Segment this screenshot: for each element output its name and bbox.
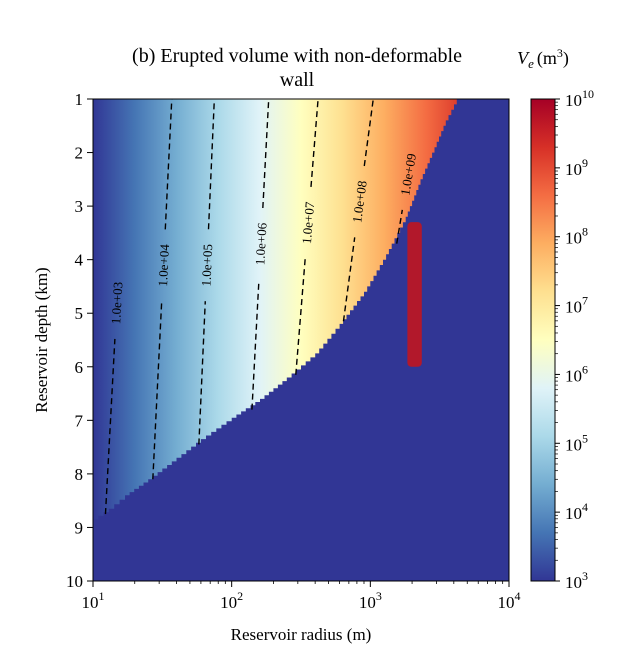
x-axis-label: Reservoir radius (m): [231, 625, 372, 644]
colorbar-tick-label: 104: [565, 500, 588, 523]
colorbar-gradient: [531, 99, 555, 581]
colorbar-tick-label: 107: [565, 294, 588, 317]
contour-5: 1.0e+08: [342, 99, 374, 322]
x-tick-label: 101: [82, 589, 105, 612]
contour-line-segment: [363, 99, 374, 167]
colorbar-label: Ve (m3): [517, 46, 569, 71]
contour-line-segment: [198, 301, 206, 445]
y-tick-label: 2: [75, 144, 84, 163]
contour-1: 1.0e+04: [152, 99, 173, 480]
x-axis-ticks: 101 102 103 104: [82, 581, 521, 612]
isolated-eruption-region: [407, 222, 422, 367]
y-tick-label: 3: [75, 197, 84, 216]
colorbar-tick-label: 105: [565, 431, 588, 454]
colorbar-tick-label: 103: [565, 569, 588, 592]
y-tick-label: 9: [75, 518, 84, 537]
colorbar-tick-label: 108: [565, 225, 588, 248]
y-tick-label: 8: [75, 465, 84, 484]
contour-label: 1.0e+09: [397, 152, 419, 196]
colorbar: 1010 109 108 107 106 105 104 103 Ve (m3): [517, 46, 594, 592]
contour-3: 1.0e+06: [251, 99, 270, 410]
no-eruption-region: [93, 99, 509, 581]
contour-label: 1.0e+06: [252, 222, 269, 266]
colorbar-tick-label: 109: [565, 156, 588, 179]
x-tick-label: 103: [359, 589, 382, 612]
x-tick-label: 102: [220, 589, 243, 612]
contour-line-segment: [262, 99, 270, 209]
contour-line-segment: [207, 99, 216, 230]
y-tick-label: 7: [75, 411, 84, 430]
contour-line-segment: [310, 99, 319, 187]
y-tick-label: 6: [75, 358, 84, 377]
heatmap-area: 1.0e+03 1.0e+04 1.0e+05 1.0e+06 1.0e+07 1.0e+…: [93, 99, 509, 581]
y-tick-label: 10: [66, 572, 83, 591]
plot-frame: [92, 98, 510, 582]
chart-title-line-2: wall: [280, 69, 315, 91]
y-axis-label: Reservoir depth (km): [32, 267, 51, 412]
contour-line-segment: [342, 237, 356, 322]
contour-4: 1.0e+07: [295, 99, 319, 375]
contour-lines: 1.0e+03 1.0e+04 1.0e+05 1.0e+06 1.0e+07 1.0e+…: [104, 99, 419, 515]
y-tick-label: 1: [75, 90, 84, 109]
contour-label: 1.0e+03: [108, 281, 125, 324]
contour-2: 1.0e+05: [198, 99, 216, 445]
contour-label: 1.0e+08: [349, 180, 369, 224]
colorbar-ticks: 1010 109 108 107 106 105 104 103: [555, 87, 594, 592]
y-tick-label: 5: [75, 304, 84, 323]
colorbar-tick-label: 1010: [565, 87, 594, 110]
chart-title-line-1: (b) Erupted volume with non-deformable: [132, 45, 462, 67]
y-axis-ticks: 1 2 3 4 5 6 7 8 9 10: [66, 90, 93, 591]
x-tick-label: 104: [498, 589, 521, 612]
contour-label: 1.0e+05: [198, 244, 215, 287]
colorbar-tick-label: 106: [565, 362, 588, 385]
contour-line-segment: [396, 209, 403, 244]
colorbar-frame: [530, 98, 556, 582]
contour-0: 1.0e+03: [104, 281, 125, 515]
contour-label: 1.0e+04: [155, 243, 172, 287]
y-tick-label: 4: [75, 251, 84, 270]
contour-line-segment: [251, 279, 260, 410]
contour-label: 1.0e+07: [299, 201, 317, 245]
contour-line-segment: [164, 99, 173, 230]
contour-6: 1.0e+09: [396, 152, 419, 244]
